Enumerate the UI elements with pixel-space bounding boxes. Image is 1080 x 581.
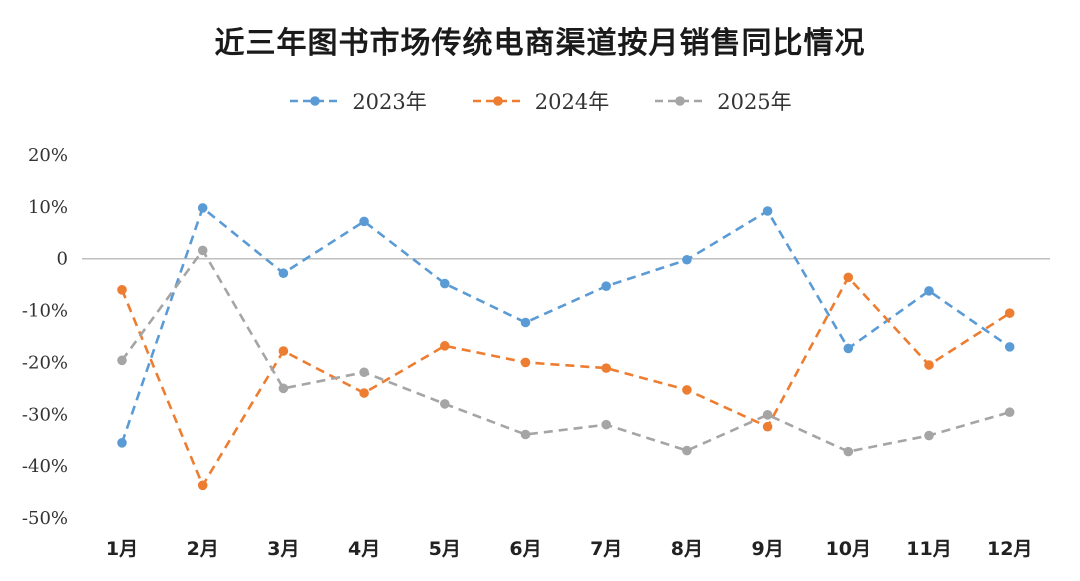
data-point — [440, 278, 450, 289]
chart-title: 近三年图书市场传统电商渠道按月销售同比情况 — [214, 26, 866, 61]
data-point — [843, 272, 854, 283]
data-point — [440, 399, 450, 409]
data-point — [440, 341, 450, 351]
data-point — [520, 429, 531, 440]
data-point — [278, 346, 289, 356]
y-tick-label: 10% — [28, 197, 68, 218]
x-category-label: 10月 — [826, 538, 871, 560]
data-point — [359, 216, 369, 227]
data-point — [682, 254, 692, 265]
data-point — [197, 480, 208, 491]
data-point — [601, 419, 611, 430]
legend-swatch — [472, 96, 523, 106]
legend-label: 2023年 — [352, 90, 427, 114]
y-tick-label: 0 — [57, 249, 68, 270]
data-point — [601, 281, 611, 291]
legend-item: 2023年 — [288, 86, 427, 116]
x-category-label: 8月 — [671, 538, 703, 560]
legend-label: 2025年 — [717, 90, 792, 114]
y-tick-label: -40% — [22, 456, 68, 477]
data-point — [762, 421, 773, 432]
data-point — [359, 367, 369, 378]
legend-item: 2025年 — [653, 86, 792, 116]
y-tick-label: -30% — [22, 404, 68, 425]
data-point — [762, 206, 773, 216]
y-tick-label: -20% — [22, 352, 68, 373]
x-category-label: 9月 — [751, 538, 783, 560]
legend-swatch — [290, 96, 341, 106]
data-point — [924, 430, 934, 441]
y-tick-label: 20% — [28, 145, 68, 166]
data-point — [278, 383, 289, 394]
y-tick-label: -10% — [22, 301, 68, 322]
data-point — [117, 355, 127, 366]
data-point — [924, 286, 934, 296]
x-category-label: 2月 — [187, 538, 219, 560]
chart-legend: 2023年 2024年 2025年 — [0, 86, 1080, 116]
data-point — [197, 245, 208, 256]
data-point — [520, 357, 531, 368]
data-point — [924, 360, 934, 370]
data-point — [117, 285, 127, 295]
x-category-label: 11月 — [906, 538, 951, 560]
data-point — [197, 203, 208, 213]
x-category-label: 7月 — [590, 538, 622, 560]
x-category-label: 12月 — [987, 538, 1032, 560]
data-point — [520, 317, 531, 328]
x-category-label: 6月 — [509, 538, 541, 560]
x-category-label: 1月 — [106, 538, 138, 560]
legend-label: 2024年 — [534, 90, 610, 114]
data-point — [682, 445, 692, 456]
data-point — [278, 268, 289, 279]
data-point — [359, 388, 369, 398]
y-tick-label: -50% — [22, 508, 68, 529]
series-line-1 — [120, 206, 1011, 444]
data-point — [1004, 308, 1015, 318]
series-line-3 — [120, 249, 1011, 453]
data-point — [1004, 342, 1015, 352]
series-line-2 — [120, 276, 1011, 487]
data-point — [843, 446, 854, 457]
x-category-label: 4月 — [348, 538, 380, 560]
x-category-label: 3月 — [267, 538, 299, 560]
legend-item: 2024年 — [471, 86, 609, 116]
data-point — [682, 385, 692, 395]
data-point — [117, 438, 127, 448]
data-point — [1004, 407, 1015, 418]
data-point — [601, 363, 611, 373]
data-point — [843, 343, 854, 354]
data-point — [762, 410, 773, 420]
x-category-label: 5月 — [429, 538, 461, 560]
legend-swatch — [655, 96, 706, 106]
